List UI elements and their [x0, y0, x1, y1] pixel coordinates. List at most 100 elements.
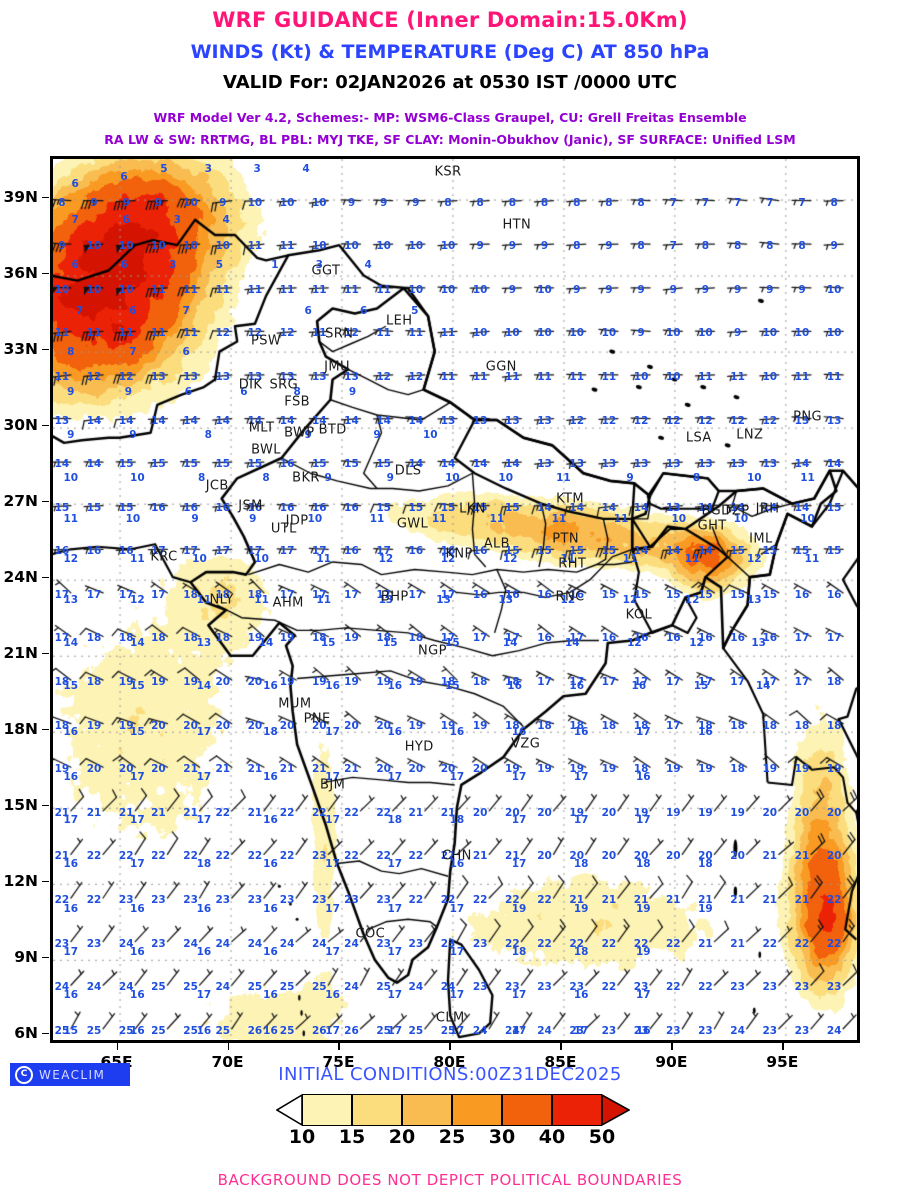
station-label: KOL [625, 607, 653, 623]
y-axis-tick [42, 652, 49, 655]
temperature-value: 15 [826, 501, 842, 514]
temperature-value: 12 [279, 327, 295, 340]
temperature-value: 9 [58, 240, 66, 253]
temperature-value: 20 [698, 850, 713, 863]
temperature-value: 10 [408, 240, 424, 253]
map-plot-area[interactable]: 6 6 5 3 3 4 7 6 3 4 6 6 3 5 1 3 4 7 6 7 6 6 5 8 7 6 9 9 6 6 8 9 9 9 8 9 9 10 1… [50, 156, 860, 1043]
station-label: JCB [205, 478, 229, 494]
temperature-value: 15 [130, 725, 145, 738]
temperature-value: 22 [440, 850, 456, 863]
temperature-value: 19 [730, 806, 745, 819]
temperature-value: 11 [311, 283, 327, 296]
temperature-value: 23 [472, 937, 488, 950]
temperature-value: 11 [556, 472, 571, 485]
temperature-value: 23 [762, 1024, 778, 1037]
temperature-value: 16 [325, 989, 340, 1002]
temperature-value: 6 [71, 178, 79, 191]
temperature-value: 24 [344, 937, 359, 950]
temperature-value: 10 [183, 196, 198, 209]
temperature-value: 19 [311, 676, 327, 689]
temperature-value: 25 [151, 1024, 166, 1037]
station-label: LEH [385, 313, 413, 329]
temperature-value: 4 [302, 163, 310, 176]
temperature-value: 7 [798, 196, 806, 209]
temperature-value: 11 [254, 593, 269, 606]
temperature-value: 12 [376, 370, 391, 383]
temperature-value: 17 [63, 946, 79, 959]
temperature-value: 14 [698, 545, 713, 558]
temperature-value: 12 [698, 414, 713, 427]
temperature-value: 18 [54, 676, 70, 689]
y-axis-tick [42, 424, 49, 427]
temperature-value: 21 [118, 806, 134, 819]
temperature-value: 15 [698, 588, 713, 601]
temperature-value: 11 [569, 370, 585, 383]
temperature-value: 16 [263, 857, 278, 870]
temperature-value: 8 [637, 240, 645, 253]
temperature-value: 16 [635, 1024, 651, 1037]
temperature-value: 10 [311, 240, 327, 253]
temperature-value: 20 [794, 806, 810, 819]
temperature-value: 23 [344, 894, 359, 907]
temperature-value: 18 [215, 632, 231, 645]
temperature-value: 10 [472, 283, 488, 296]
temperature-value: 17 [573, 1024, 589, 1037]
temperature-value: 16 [537, 632, 552, 645]
temperature-value: 24 [537, 1024, 552, 1037]
temperature-value: 9 [669, 283, 677, 296]
temperature-value: 22 [472, 894, 488, 907]
temperature-value: 15 [794, 545, 810, 558]
temperature-value: 11 [130, 553, 145, 566]
temperature-value: 20 [215, 676, 231, 689]
temperature-value: 15 [730, 545, 745, 558]
temperature-value: 12 [730, 414, 745, 427]
temperature-value: 15 [505, 545, 520, 558]
station-label: PNG [793, 409, 822, 425]
temperature-value: 10 [826, 283, 842, 296]
temperature-value: 16 [344, 545, 359, 558]
temperature-value: 8 [508, 196, 517, 209]
temperature-value: 20 [376, 763, 391, 776]
temperature-value: 6 [122, 213, 130, 226]
temperature-value: 8 [573, 240, 581, 253]
temperature-value: 22 [440, 894, 456, 907]
temperature-value: 24 [440, 981, 456, 994]
page-title: WRF GUIDANCE (Inner Domain:15.0Km) [212, 8, 688, 32]
temperature-value: 12 [118, 370, 134, 383]
temperature-value: 8 [262, 472, 270, 485]
temperature-value: 20 [472, 763, 488, 776]
temperature-value: 9 [508, 283, 517, 296]
temperature-value: 17 [196, 771, 212, 784]
temperature-value: 14 [633, 501, 649, 514]
temperature-value: 14 [215, 414, 231, 427]
temperature-value: 10 [498, 472, 514, 485]
temperature-value: 10 [698, 327, 713, 340]
temperature-value: 23 [54, 937, 70, 950]
temperature-value: 20 [505, 806, 520, 819]
temperature-value: 17 [86, 588, 102, 601]
temperature-value: 18 [86, 676, 102, 689]
temperature-value: 15 [247, 458, 263, 471]
temperature-value: 14 [258, 637, 274, 650]
temperature-value: 16 [263, 771, 278, 784]
temperature-value: 25 [408, 1024, 424, 1037]
temperature-value: 21 [183, 806, 198, 819]
temperature-value: 15 [505, 501, 520, 514]
y-axis-tick [42, 956, 49, 959]
temperature-value: 9 [380, 196, 388, 209]
temperature-value: 11 [431, 512, 447, 525]
temperature-value: 12 [627, 637, 642, 650]
temperature-value: 16 [569, 680, 585, 693]
temperature-value: 17 [569, 676, 585, 689]
temperature-value: 13 [472, 414, 488, 427]
temperature-value: 16 [472, 588, 488, 601]
station-label: SRG [269, 377, 299, 393]
temperature-value: 14 [183, 414, 198, 427]
station-label: VZG [511, 736, 541, 752]
temperature-value: 10 [63, 472, 79, 485]
temperature-value: 19 [279, 632, 295, 645]
temperature-value: 20 [408, 763, 424, 776]
temperature-value: 11 [613, 512, 629, 525]
temperature-value: 18 [794, 719, 810, 732]
temperature-value: 8 [692, 472, 701, 485]
